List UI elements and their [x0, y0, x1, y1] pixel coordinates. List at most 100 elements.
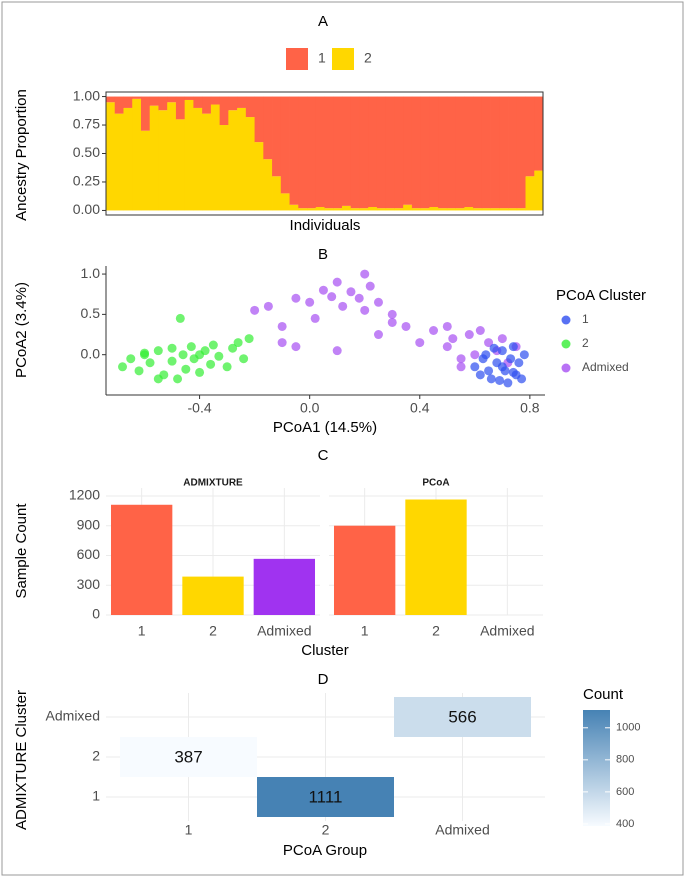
- bar: [405, 499, 467, 615]
- point: [497, 346, 507, 356]
- bar-segment: [473, 208, 483, 211]
- point: [503, 378, 513, 388]
- bar-segment: [464, 96, 474, 208]
- bar-segment: [429, 207, 439, 211]
- bar-segment: [534, 96, 544, 171]
- x-tick-label: 1: [361, 623, 369, 639]
- point: [228, 343, 238, 353]
- point: [470, 362, 480, 372]
- point: [332, 277, 342, 287]
- point: [429, 326, 439, 335]
- point: [338, 301, 348, 311]
- point: [448, 334, 458, 344]
- point: [140, 348, 150, 358]
- point: [208, 340, 218, 350]
- bar-segment: [210, 104, 221, 211]
- point: [442, 342, 452, 352]
- point: [195, 367, 205, 377]
- bar-segment: [272, 176, 282, 211]
- point: [495, 375, 505, 385]
- bar-segment: [132, 96, 142, 99]
- bar-segment: [341, 205, 352, 211]
- bar-segment: [193, 107, 203, 211]
- bar-segment: [490, 208, 500, 211]
- bar-segment: [516, 96, 526, 209]
- point: [365, 281, 375, 291]
- legend-key: [561, 315, 571, 325]
- bar-segment: [245, 96, 255, 118]
- bar-segment: [263, 159, 273, 211]
- bar-segment: [237, 96, 247, 108]
- bar-segment: [184, 96, 194, 100]
- bar-segment: [341, 96, 352, 206]
- point: [305, 297, 315, 307]
- bar-segment: [394, 208, 404, 211]
- legend-label: Admixed: [582, 360, 629, 374]
- bar-segment: [403, 204, 413, 211]
- bar-segment: [140, 130, 151, 211]
- point: [178, 350, 188, 360]
- bar-segment: [508, 208, 518, 211]
- bar-segment: [149, 105, 159, 211]
- point: [415, 338, 425, 348]
- point: [244, 334, 254, 344]
- point: [153, 374, 163, 384]
- point: [517, 374, 527, 384]
- bar-segment: [307, 96, 317, 209]
- tile: [257, 777, 394, 817]
- bar-segment: [202, 96, 212, 114]
- point: [173, 374, 183, 384]
- point: [291, 342, 301, 352]
- bar-segment: [473, 96, 483, 209]
- bar-segment: [508, 96, 518, 209]
- x-tick-label: 1: [185, 822, 193, 838]
- y-tick-label: 0.00: [73, 201, 100, 217]
- colorbar-label: 800: [616, 754, 634, 766]
- y-tick-label: 1.0: [81, 265, 101, 281]
- point: [508, 342, 518, 352]
- tile-label: 387: [174, 747, 202, 766]
- tile-label: 1111: [308, 787, 342, 806]
- point: [134, 366, 144, 376]
- bar-segment: [140, 96, 151, 131]
- y-tick-label: 0.0: [81, 345, 101, 361]
- x-tick-label: 2: [322, 822, 330, 838]
- bar-segment: [167, 96, 177, 103]
- legend-title: PCoA Cluster: [556, 287, 646, 304]
- bar-segment: [219, 125, 229, 211]
- bar-segment: [106, 102, 116, 211]
- bar-segment: [245, 117, 255, 211]
- legend-label: 2: [364, 50, 372, 66]
- point: [175, 313, 185, 323]
- bar-segment: [106, 96, 116, 103]
- y-tick-label: 0.75: [73, 116, 100, 132]
- bar-segment: [280, 193, 290, 211]
- bar-segment: [237, 107, 247, 211]
- bar-segment: [420, 96, 430, 209]
- y-tick-label: 2: [92, 748, 100, 764]
- bar-segment: [359, 96, 369, 209]
- point: [145, 358, 155, 368]
- point: [497, 334, 507, 344]
- bar-segment: [324, 208, 334, 211]
- point: [327, 292, 337, 302]
- tile-label: 566: [448, 707, 476, 726]
- point: [508, 367, 518, 377]
- point: [497, 362, 507, 372]
- point: [442, 321, 452, 331]
- point: [486, 374, 496, 384]
- bar-segment: [324, 96, 334, 209]
- legend-key: [561, 363, 571, 373]
- bar-segment: [123, 96, 133, 108]
- bar-segment: [254, 96, 264, 143]
- tile: [394, 697, 531, 737]
- y-tick-label: 300: [77, 576, 101, 592]
- bar-segment: [429, 96, 439, 208]
- bar-segment: [123, 107, 133, 211]
- bar-segment: [359, 208, 369, 211]
- bar: [333, 525, 396, 615]
- x-tick-label: 2: [209, 623, 217, 639]
- bar-segment: [298, 96, 308, 209]
